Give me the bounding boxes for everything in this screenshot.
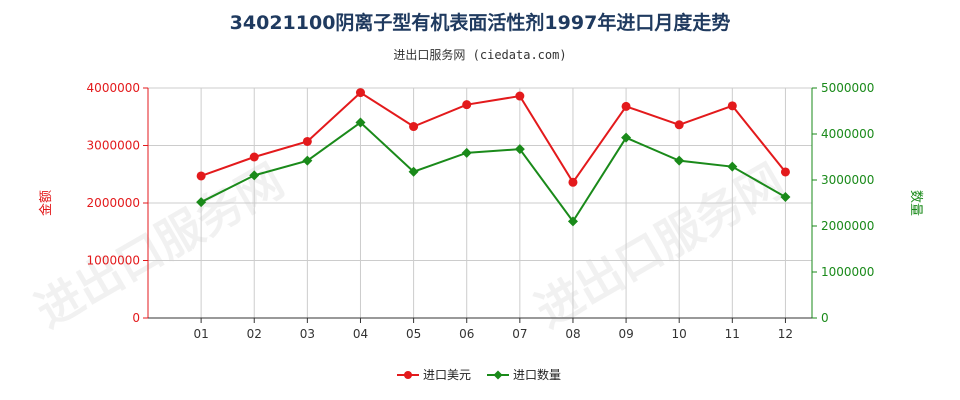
x-tick-label: 11: [725, 327, 740, 341]
x-tick-label: 10: [672, 327, 687, 341]
legend-marker-2: [493, 370, 503, 380]
series-2-point: [727, 161, 738, 172]
x-tick-label: 12: [778, 327, 793, 341]
series-2-point: [621, 132, 632, 143]
x-tick-label: 05: [406, 327, 421, 341]
series-1-point: [409, 122, 419, 132]
right-tick-label: 5000000: [821, 81, 874, 95]
x-tick-label: 09: [618, 327, 633, 341]
series-1-point: [249, 152, 259, 162]
series-2-point: [196, 197, 207, 208]
series-1-point: [462, 100, 472, 110]
x-tick-label: 04: [353, 327, 368, 341]
x-tick-label: 07: [512, 327, 527, 341]
x-tick-label: 08: [565, 327, 580, 341]
series-2-point: [461, 147, 472, 158]
series-2-point: [674, 155, 685, 166]
series-2-point: [408, 166, 419, 177]
legend-label-1: 进口美元: [423, 368, 471, 382]
series-1-point: [196, 171, 206, 181]
series-2-point: [355, 117, 366, 128]
left-tick-label: 3000000: [87, 139, 140, 153]
series-1-point: [780, 167, 790, 177]
series-2-point: [780, 192, 791, 203]
right-tick-label: 4000000: [821, 127, 874, 141]
left-tick-label: 0: [132, 311, 140, 325]
series-1-point: [355, 88, 365, 98]
left-axis-title: 金额: [38, 190, 54, 216]
chart-title: 34021100阴离子型有机表面活性剂1997年进口月度走势: [229, 12, 731, 34]
x-tick-label: 02: [247, 327, 262, 341]
series-1-point: [621, 101, 631, 111]
series-line-2: [200, 121, 786, 224]
series-1-point: [674, 120, 684, 130]
chart-subtitle: 进出口服务网 (ciedata.com): [393, 48, 567, 62]
series-1-point: [727, 101, 737, 111]
series-2-point: [302, 155, 313, 166]
series-2-point: [567, 216, 578, 227]
series-1-point: [302, 136, 312, 146]
right-tick-label: 1000000: [821, 265, 874, 279]
left-tick-label: 1000000: [87, 254, 140, 268]
series-1-point: [568, 177, 578, 187]
x-tick-label: 01: [193, 327, 208, 341]
right-axis-title: 数量: [908, 190, 923, 216]
x-tick-label: 03: [300, 327, 315, 341]
x-tick-label: 06: [459, 327, 474, 341]
series-2-point: [249, 170, 260, 181]
left-tick-label: 4000000: [87, 81, 140, 95]
legend-label-2: 进口数量: [513, 367, 561, 382]
right-tick-label: 2000000: [821, 219, 874, 233]
series-2-point: [514, 144, 525, 155]
series-1-point: [515, 91, 525, 101]
legend-marker-1: [404, 371, 412, 379]
series-line-1: [200, 91, 787, 185]
left-tick-label: 2000000: [87, 196, 140, 210]
right-tick-label: 3000000: [821, 173, 874, 187]
right-tick-label: 0: [821, 311, 829, 325]
